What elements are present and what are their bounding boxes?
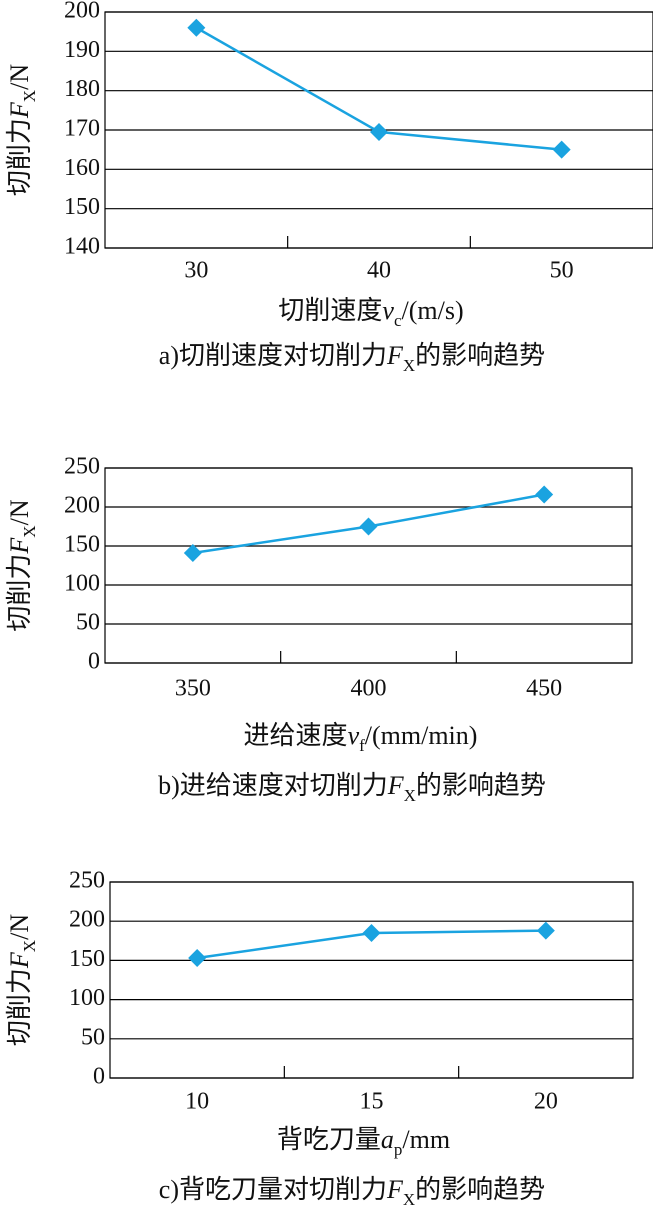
label-text: a)切削速度对切削力 <box>159 341 387 370</box>
data-marker <box>362 923 381 942</box>
x-tick-label: 50 <box>550 258 574 284</box>
x-tick-label: 30 <box>184 258 208 284</box>
y-tick-label: 250 <box>69 868 105 894</box>
label-unit: /N <box>5 64 34 90</box>
y-tick-label: 170 <box>64 116 100 142</box>
caption: a)切削速度对切削力FX的影响趋势 <box>159 341 545 375</box>
plot-frame <box>104 467 633 664</box>
y-tick-label: 0 <box>93 1064 105 1090</box>
label-subscript: c <box>394 311 402 330</box>
data-marker <box>359 517 378 536</box>
y-tick-label: 100 <box>64 571 100 597</box>
label-variable: F <box>5 537 34 555</box>
y-axis-label: 切削力FX/N <box>5 64 39 196</box>
label-variable: F <box>5 951 34 969</box>
label-text: b)进给速度对切削力 <box>158 771 388 800</box>
label-text: 切削力 <box>5 968 34 1046</box>
label-subscript: p <box>394 1140 403 1159</box>
plot-frame <box>104 11 653 249</box>
y-tick-label: 150 <box>69 946 105 972</box>
y-tick-label: 150 <box>64 532 100 558</box>
y-tick-label: 200 <box>64 0 100 24</box>
label-unit: /N <box>5 914 34 940</box>
label-subscript: X <box>20 90 39 102</box>
data-marker <box>552 140 571 159</box>
x-axis-label: 切削速度vc/(m/s) <box>278 296 463 330</box>
data-marker <box>535 485 554 504</box>
label-unit: /N <box>5 499 34 525</box>
label-text: 背吃刀量 <box>277 1125 381 1154</box>
caption: c)背吃刀量对切削力FX的影响趋势 <box>159 1175 545 1209</box>
label-subscript: X <box>20 525 39 537</box>
data-marker <box>183 544 202 563</box>
label-variable: F <box>386 341 404 370</box>
x-axis-label: 背吃刀量ap/mm <box>277 1125 450 1159</box>
caption: b)进给速度对切削力FX的影响趋势 <box>158 771 546 805</box>
label-variable: F <box>386 1175 404 1204</box>
label-variable: a <box>381 1125 394 1154</box>
data-marker <box>536 921 555 940</box>
label-text: 切削力 <box>5 554 34 632</box>
y-tick-label: 150 <box>64 194 100 220</box>
y-tick-label: 50 <box>81 1024 105 1050</box>
data-marker <box>370 122 388 141</box>
label-subscript: X <box>403 1190 415 1209</box>
x-tick-label: 400 <box>351 676 387 702</box>
label-subscript: X <box>404 786 416 805</box>
label-variable: v <box>348 721 360 750</box>
label-text: c)背吃刀量对切削力 <box>159 1175 387 1204</box>
y-tick-label: 250 <box>64 454 100 480</box>
x-tick-label: 40 <box>367 258 391 284</box>
label-unit: /(mm/min) <box>365 721 478 750</box>
label-variable: F <box>5 101 34 119</box>
label-unit: /(m/s) <box>402 296 464 325</box>
label-subscript: X <box>403 356 415 375</box>
label-variable: F <box>387 771 405 800</box>
plot-frame <box>109 881 634 1079</box>
data-marker <box>187 18 206 37</box>
y-tick-label: 190 <box>64 37 100 63</box>
y-tick-label: 50 <box>76 610 100 636</box>
x-tick-label: 450 <box>526 676 562 702</box>
label-text: 切削力 <box>5 118 34 196</box>
y-tick-label: 160 <box>64 155 100 181</box>
x-tick-label: 20 <box>534 1089 558 1115</box>
label-unit: /mm <box>402 1125 450 1154</box>
y-axis-label: 切削力FX/N <box>5 914 39 1046</box>
label-unit: 的影响趋势 <box>416 771 546 800</box>
x-tick-label: 350 <box>175 676 211 702</box>
label-subscript: f <box>359 736 365 755</box>
y-tick-label: 200 <box>69 907 105 933</box>
y-tick-label: 200 <box>64 493 100 519</box>
label-unit: 的影响趋势 <box>415 341 545 370</box>
y-axis-label: 切削力FX/N <box>5 499 39 631</box>
label-unit: 的影响趋势 <box>415 1175 545 1204</box>
x-tick-label: 15 <box>360 1089 384 1115</box>
y-tick-label: 140 <box>64 234 100 260</box>
data-marker <box>188 949 207 968</box>
x-tick-label: 10 <box>185 1089 209 1115</box>
label-text: 切削速度 <box>278 296 382 325</box>
y-tick-label: 0 <box>88 649 100 675</box>
label-text: 进给速度 <box>244 721 348 750</box>
label-variable: v <box>382 296 394 325</box>
label-subscript: X <box>20 940 39 952</box>
y-tick-label: 100 <box>69 985 105 1011</box>
y-tick-label: 180 <box>64 76 100 102</box>
x-axis-label: 进给速度vf/(mm/min) <box>244 721 478 755</box>
